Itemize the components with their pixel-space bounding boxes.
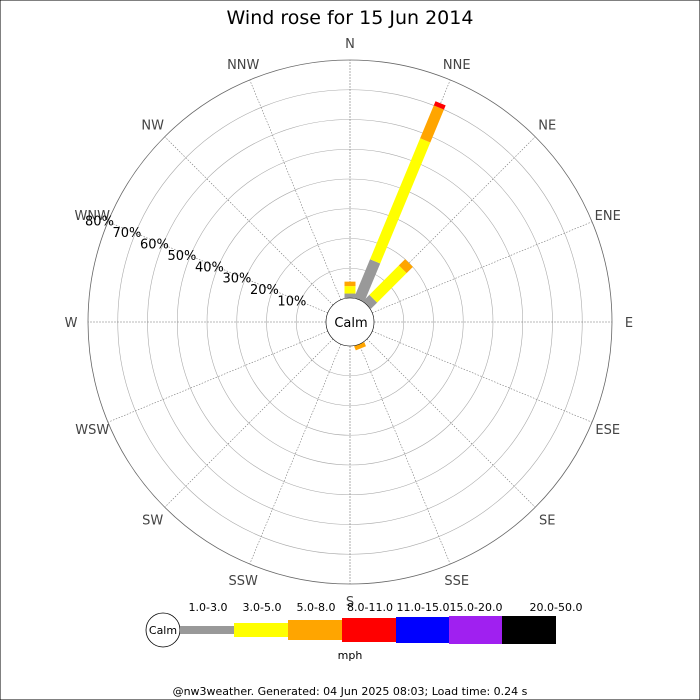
direction-label: SW [142, 513, 163, 528]
direction-label: ENE [595, 209, 621, 224]
grid-ring [236, 208, 464, 436]
legend-bin-label: 20.0-50.0 [530, 601, 583, 614]
grid-spoke [372, 221, 593, 314]
direction-label: NW [141, 119, 164, 134]
legend-bin-label: 3.0-5.0 [243, 601, 282, 614]
wind-bars [344, 101, 446, 351]
legend-bin-label: 5.0-8.0 [297, 601, 336, 614]
wind-bar-segment [398, 259, 413, 274]
grid-spoke [358, 344, 451, 565]
legend-bin-label: 11.0-15.0 [397, 601, 450, 614]
radial-tick-label: 70% [113, 226, 142, 241]
legend-bin-label: 1.0-3.0 [189, 601, 228, 614]
calm-center: Calm [325, 297, 375, 347]
radial-tick-label: 20% [250, 283, 279, 298]
direction-label: NNW [227, 58, 259, 73]
legend-color-swatch [342, 618, 396, 642]
legend-color-swatch [180, 626, 234, 634]
legend-bin-label: 8.0-11.0 [347, 601, 393, 614]
grid-ring [295, 267, 405, 377]
radial-tick-labels: 10%20%30%40%50%60%70%80% [85, 215, 306, 310]
chart-title: Wind rose for 15 Jun 2014 [227, 7, 474, 29]
footer-text: @nw3weather. Generated: 04 Jun 2025 08:0… [173, 685, 528, 698]
direction-label: N [345, 37, 355, 52]
legend-color-swatch [449, 616, 502, 644]
legend-unit-label: mph [338, 649, 363, 662]
speed-legend: Calm 1.0-3.0 3.0-5.0 5.0-8.0 8.0-11.0 11.0-15… [145, 601, 583, 662]
radial-tick-label: 60% [140, 238, 169, 253]
polar-grid [87, 59, 613, 585]
direction-label: S [346, 595, 354, 610]
grid-spoke [164, 338, 334, 508]
grid-spoke [164, 136, 334, 306]
calm-label: Calm [334, 316, 367, 331]
legend-color-swatch [234, 623, 288, 637]
direction-label: SSW [229, 574, 259, 589]
direction-label: SE [539, 513, 555, 528]
direction-label: WNW [75, 209, 111, 224]
direction-labels: N NNE NE ENE E ESE SE SSE S SSW SW WSW W WNW NW NNW [65, 37, 634, 610]
grid-spoke [372, 330, 593, 423]
radial-tick-label: 30% [222, 272, 251, 287]
wind-bar-segment [433, 101, 446, 110]
radial-tick-label: 50% [167, 249, 196, 264]
grid-spoke [249, 344, 342, 565]
calm-circle [325, 297, 375, 347]
grid-spoke [249, 79, 342, 300]
wind-bar-segment [369, 265, 407, 303]
grid-spoke [366, 338, 536, 508]
direction-label: NNE [443, 58, 471, 73]
grid-spoke [107, 221, 328, 314]
wind-bar-segment [420, 105, 444, 143]
grid-ring [266, 238, 434, 406]
direction-label: ESE [595, 423, 620, 438]
radial-tick-label: 10% [277, 294, 306, 309]
radial-tick-label: 80% [85, 215, 114, 230]
wind-bar-segment [363, 294, 378, 309]
direction-label: WSW [75, 423, 109, 438]
wind-bar-segment [354, 259, 381, 302]
direction-label: W [65, 316, 78, 331]
grid-spoke [107, 330, 328, 423]
radial-tick-label: 40% [195, 260, 224, 275]
legend-color-swatch [502, 616, 556, 644]
legend-bin-label: 15.0-20.0 [450, 601, 503, 614]
direction-label: SSE [444, 574, 469, 589]
legend-calm-label: Calm [149, 624, 177, 637]
legend-color-swatch [288, 620, 342, 640]
direction-label: E [625, 316, 633, 331]
wind-bar-segment [354, 342, 366, 351]
direction-label: NE [538, 119, 556, 134]
wind-bar-segment [370, 138, 431, 264]
legend-color-swatch [396, 617, 449, 643]
